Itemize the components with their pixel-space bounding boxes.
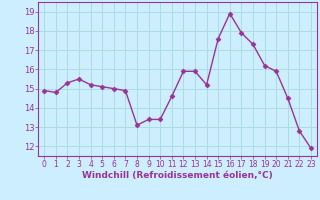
X-axis label: Windchill (Refroidissement éolien,°C): Windchill (Refroidissement éolien,°C) — [82, 171, 273, 180]
